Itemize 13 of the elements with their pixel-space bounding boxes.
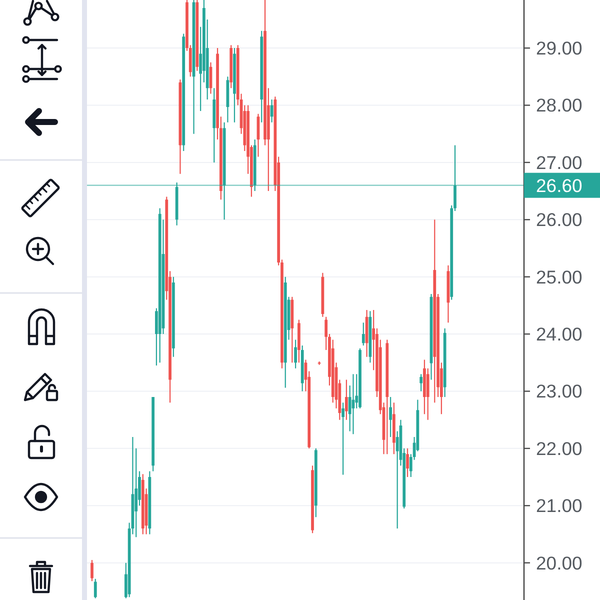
y-tick-label: 25.00 — [536, 266, 582, 288]
y-tick-label: 26.00 — [536, 209, 582, 230]
y-tick-label: 22.00 — [536, 438, 582, 459]
y-tick-label: 27.00 — [536, 152, 582, 173]
y-tick-label: 20.00 — [536, 552, 582, 574]
y-tick-label: 21.00 — [536, 495, 582, 516]
candlestick — [352, 374, 355, 434]
y-tick-label: 29.00 — [536, 38, 582, 59]
y-tick-label: 24.00 — [536, 324, 582, 345]
y-tick-label: 28.00 — [536, 94, 582, 116]
y-tick-label: 23.00 — [536, 380, 582, 402]
candlestick — [318, 361, 321, 365]
ref-line-label: 26.60 — [536, 174, 582, 196]
